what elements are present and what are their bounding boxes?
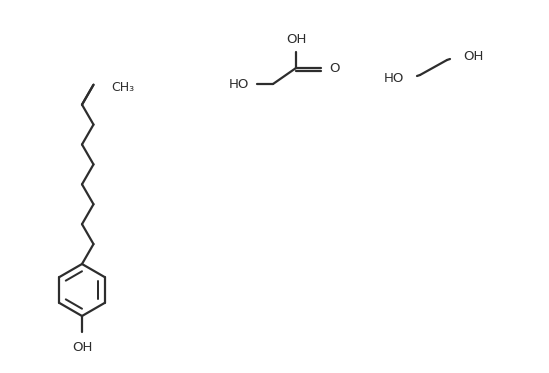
Text: OH: OH (286, 33, 306, 46)
Text: OH: OH (463, 50, 483, 63)
Text: CH₃: CH₃ (111, 81, 135, 94)
Text: OH: OH (72, 341, 92, 354)
Text: HO: HO (228, 78, 249, 91)
Text: O: O (329, 62, 339, 75)
Text: HO: HO (384, 72, 404, 85)
